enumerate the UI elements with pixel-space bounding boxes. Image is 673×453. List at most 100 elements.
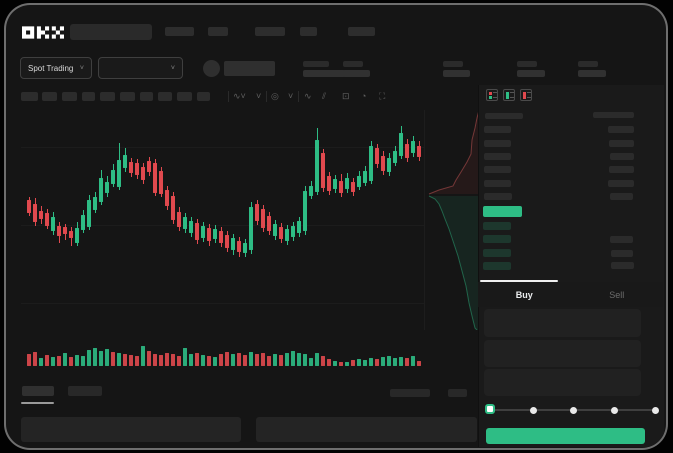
slider-stop-dot[interactable] xyxy=(569,406,577,414)
timeframe-button[interactable] xyxy=(158,92,172,101)
candlestick xyxy=(243,243,247,253)
ask-amount-bar xyxy=(609,166,634,173)
timeframe-button[interactable] xyxy=(120,92,135,101)
stat-label-placeholder xyxy=(578,61,598,67)
volume-bar xyxy=(171,354,175,366)
tab-sell[interactable]: Sell xyxy=(609,289,625,300)
interval-dropdown-icon[interactable]: ˅ xyxy=(256,91,262,101)
bottom-tab[interactable] xyxy=(68,386,102,396)
ask-price-bar[interactable] xyxy=(484,180,511,187)
stat-value-placeholder xyxy=(343,70,370,77)
volume-bar xyxy=(189,354,193,366)
volume-bar xyxy=(375,359,379,366)
volume-bar xyxy=(369,358,373,366)
tab-buy[interactable]: Buy xyxy=(515,289,533,300)
volume-bar xyxy=(195,353,199,366)
candlestick xyxy=(225,235,229,248)
stat-label-placeholder xyxy=(303,61,329,67)
pair-dropdown[interactable]: ˅ xyxy=(98,57,183,79)
volume-bar xyxy=(105,349,109,366)
icon-detail xyxy=(527,92,531,93)
buy-submit-button[interactable] xyxy=(486,428,645,444)
bottom-tab-active[interactable] xyxy=(22,386,54,396)
volume-bar xyxy=(213,357,217,366)
nav-item[interactable] xyxy=(255,27,285,36)
orderbook-view-all-icon[interactable] xyxy=(486,89,498,101)
volume-bar xyxy=(279,355,283,366)
timeframe-button[interactable] xyxy=(177,92,192,101)
volume-bar xyxy=(219,354,223,366)
icon-detail xyxy=(489,96,492,99)
search-input[interactable] xyxy=(70,24,152,40)
candlestick xyxy=(123,155,127,168)
trade-input-field[interactable] xyxy=(484,309,641,337)
nav-item[interactable] xyxy=(348,27,375,36)
timeframe-button[interactable] xyxy=(82,92,95,101)
nav-item[interactable] xyxy=(300,27,317,36)
slider-handle[interactable] xyxy=(485,404,495,414)
slider-stop-dot[interactable] xyxy=(610,406,618,414)
last-price-badge[interactable] xyxy=(483,206,522,217)
toolbar-separator xyxy=(228,91,229,102)
volume-bar xyxy=(291,351,295,366)
orderbook-view-asks-icon[interactable] xyxy=(520,89,532,101)
okx-logo[interactable] xyxy=(22,25,64,40)
ask-amount-bar xyxy=(608,180,634,187)
bid-price-bar[interactable] xyxy=(483,262,511,270)
candlestick xyxy=(93,197,97,210)
icon-detail xyxy=(510,97,514,98)
overlay-icon[interactable]: ◎ xyxy=(271,91,279,101)
screenshot-icon[interactable]: ⊡ xyxy=(342,91,350,101)
trade-input-field[interactable] xyxy=(484,369,641,396)
volume-bar xyxy=(33,352,37,366)
toolbar-separator xyxy=(266,91,267,102)
timeframe-button[interactable] xyxy=(197,92,210,101)
slider-stop-dot[interactable] xyxy=(529,406,537,414)
candlestick xyxy=(189,221,193,233)
ask-price-bar[interactable] xyxy=(484,126,511,133)
volume-bar xyxy=(399,357,403,366)
nav-item[interactable] xyxy=(165,27,194,36)
volume-bar xyxy=(255,354,259,366)
chart-type-icon[interactable]: ∿˅ xyxy=(233,91,246,101)
ask-price-bar[interactable] xyxy=(484,153,511,160)
orderbook-view-bids-icon[interactable] xyxy=(503,89,515,101)
candlestick xyxy=(267,216,271,231)
stat-value-placeholder xyxy=(303,70,347,77)
timeframe-button[interactable] xyxy=(21,92,38,101)
volume-bar xyxy=(93,348,97,366)
timeframe-button[interactable] xyxy=(140,92,153,101)
coin-avatar xyxy=(203,60,220,77)
trade-mode-dropdown[interactable]: Spot Trading ˅ xyxy=(20,57,92,79)
candlestick xyxy=(165,190,169,206)
timeframe-button[interactable] xyxy=(42,92,57,101)
ask-price-bar[interactable] xyxy=(484,166,511,173)
ask-price-bar[interactable] xyxy=(484,193,512,200)
indicators-icon[interactable]: ∿ xyxy=(304,91,312,101)
timeframe-button[interactable] xyxy=(100,92,115,101)
trade-mode-label: Spot Trading xyxy=(28,63,74,73)
history-icon[interactable]: ◔ xyxy=(361,91,367,101)
bid-price-bar[interactable] xyxy=(483,249,511,257)
bid-price-bar[interactable] xyxy=(483,222,511,230)
candlestick xyxy=(141,167,145,180)
candlestick xyxy=(333,179,337,189)
candlestick xyxy=(291,226,295,237)
volume-bar xyxy=(81,356,85,366)
candlestick xyxy=(195,223,199,240)
slider-stop-dot[interactable] xyxy=(651,406,659,414)
overlay-dropdown-icon[interactable]: ˅ xyxy=(288,91,294,101)
trade-input-field[interactable] xyxy=(484,340,641,367)
compare-icon[interactable]: ⫽ xyxy=(322,91,327,101)
ask-price-bar[interactable] xyxy=(484,140,511,147)
fullscreen-icon[interactable]: ⛶ xyxy=(379,91,386,101)
nav-item[interactable] xyxy=(208,27,228,36)
candlestick xyxy=(363,171,367,183)
bottom-action-placeholder[interactable] xyxy=(390,389,430,397)
timeframe-button[interactable] xyxy=(62,92,77,101)
bottom-action-placeholder[interactable] xyxy=(448,389,467,397)
volume-bar xyxy=(117,353,121,366)
bid-price-bar[interactable] xyxy=(483,235,511,243)
candlestick xyxy=(297,221,301,233)
depth-bids-line xyxy=(428,195,478,330)
